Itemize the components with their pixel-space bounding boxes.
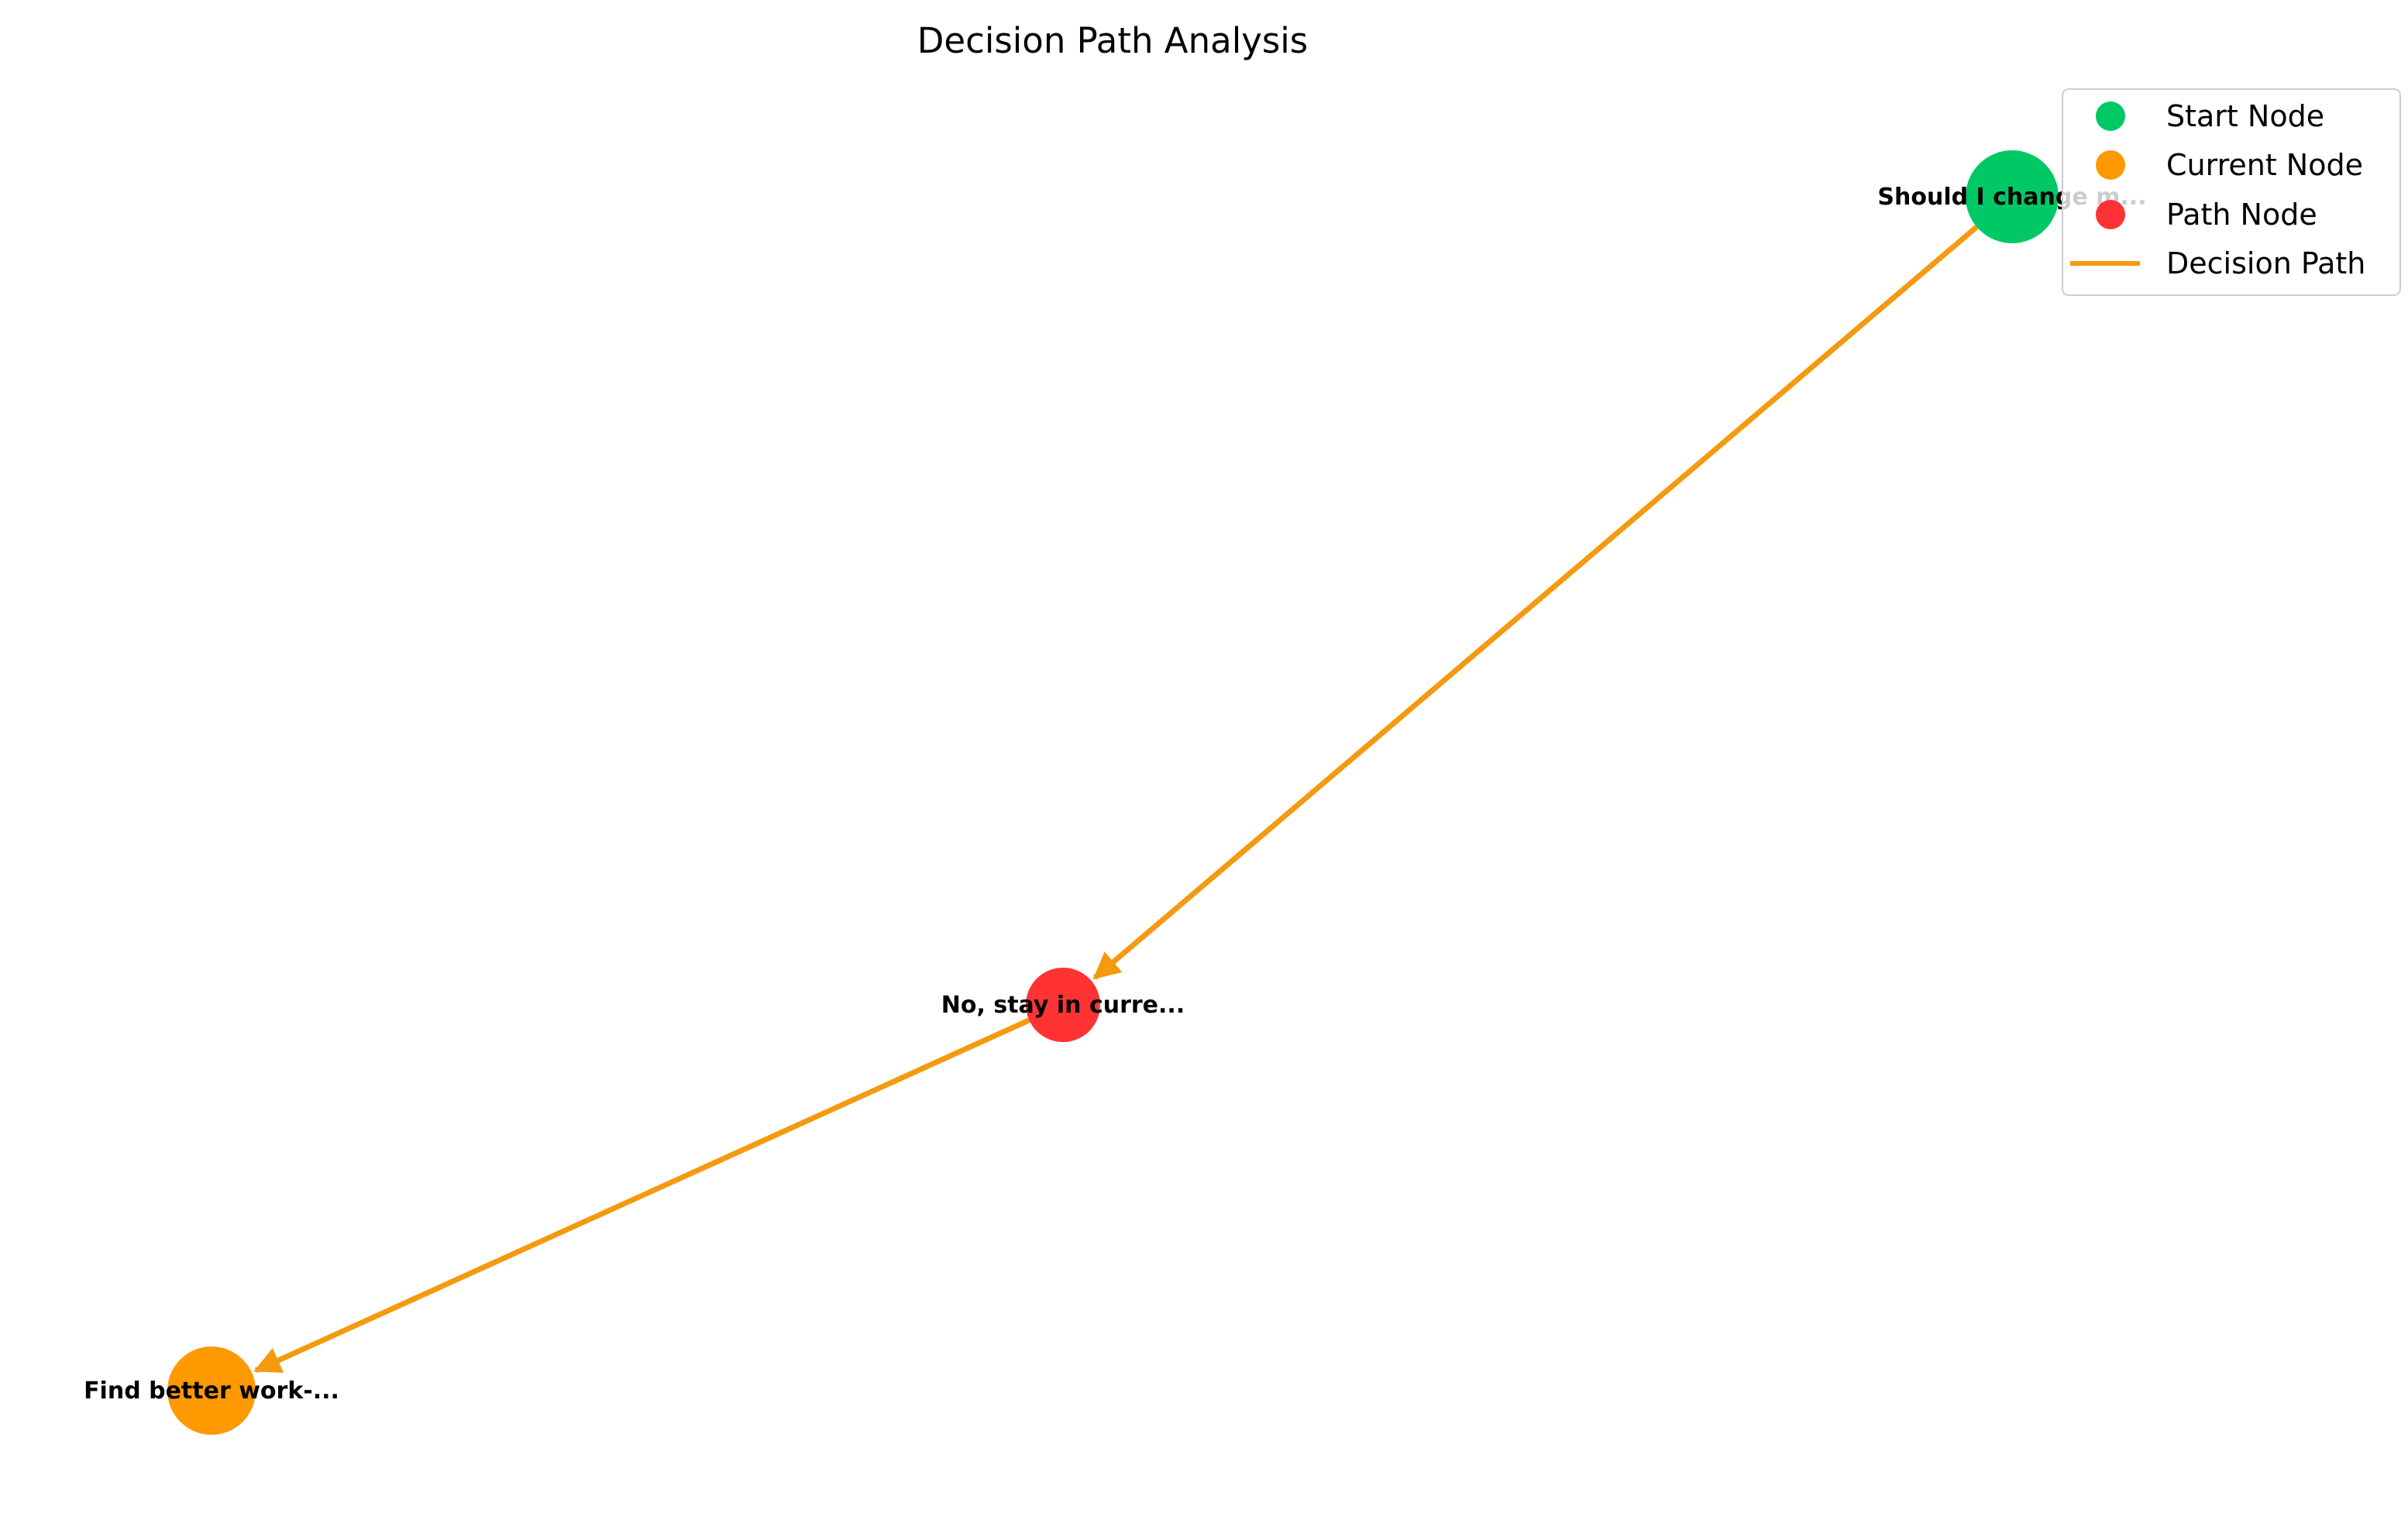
decision-edge-mid-to-current: [253, 1017, 1030, 1374]
legend-start-label: Start Node: [2166, 99, 2324, 133]
legend-current-marker: [2096, 150, 2125, 180]
legend-path-node-label: Path Node: [2166, 198, 2317, 232]
legend: Start Node Current Node Path Node Decisi…: [2062, 88, 2401, 296]
legend-decision-path-label: Decision Path: [2166, 246, 2365, 280]
labels-layer: Should I change m...No, stay in curre...…: [84, 184, 2147, 1405]
edges-layer: [253, 225, 1979, 1374]
chart-title: Decision Path Analysis: [917, 20, 1308, 61]
legend-current-label: Current Node: [2166, 148, 2363, 182]
nodes-layer: [167, 150, 2059, 1435]
legend-start-marker: [2096, 101, 2125, 131]
node-mid: [1026, 968, 1100, 1042]
node-label-mid: No, stay in curre...: [941, 992, 1185, 1019]
legend-path-node-marker: [2096, 200, 2125, 229]
legend-frame: [2062, 88, 2401, 296]
node-label-current: Find better work-...: [84, 1377, 339, 1405]
node-current: [167, 1346, 256, 1435]
node-start: [1966, 150, 2059, 243]
decision-edge-start-to-mid: [1092, 225, 1979, 980]
